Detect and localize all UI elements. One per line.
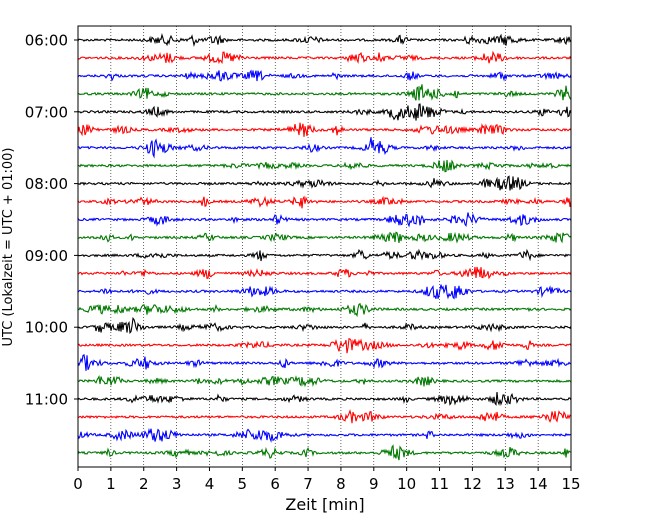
seismogram-trace [77, 427, 572, 443]
x-axis-ticks: 0 1 2 3 4 5 6 7 8 9 10 11 12 13 14 15 [73, 467, 581, 493]
seismogram-trace [77, 375, 572, 388]
traces [77, 32, 572, 461]
x-tick-label: 10 [397, 475, 416, 493]
seismogram-trace [77, 50, 572, 65]
seismogram-trace [77, 248, 572, 262]
y-tick-label: 09:00 [25, 247, 68, 265]
seismogram-trace [77, 32, 572, 48]
seismogram-trace [77, 175, 572, 191]
seismogram-trace [77, 231, 572, 244]
x-tick-label: 1 [106, 475, 116, 493]
seismogram-trace [77, 409, 572, 424]
x-tick-label: 15 [561, 475, 580, 493]
x-tick-label: 2 [139, 475, 149, 493]
y-tick-label: 06:00 [25, 32, 68, 50]
seismogram-trace [77, 338, 572, 354]
seismogram-trace [77, 444, 572, 461]
x-tick-label: 14 [529, 475, 548, 493]
x-tick-label: 7 [303, 475, 313, 493]
seismogram-trace [77, 69, 572, 82]
seismogram-trace [77, 103, 572, 121]
x-tick-label: 8 [336, 475, 346, 493]
seismogram-trace [77, 266, 572, 280]
seismogram-trace [77, 302, 572, 318]
y-tick-label: 08:00 [25, 175, 68, 193]
x-tick-label: 6 [270, 475, 280, 493]
x-tick-label: 4 [205, 475, 215, 493]
seismogram-trace [77, 212, 572, 228]
grid-lines [110, 26, 539, 467]
seismogram-trace [77, 354, 572, 371]
x-tick-label: 12 [463, 475, 482, 493]
seismogram-trace [77, 122, 572, 137]
x-tick-label: 5 [238, 475, 248, 493]
x-tick-label: 3 [172, 475, 182, 493]
seismogram-trace [77, 159, 572, 173]
y-tick-label: 07:00 [25, 103, 68, 121]
y-tick-label: 10:00 [25, 319, 68, 337]
seismogram-trace [77, 391, 572, 407]
seismogram-trace [77, 195, 572, 209]
plot-frame [77, 25, 572, 468]
x-tick-label: 9 [369, 475, 379, 493]
seismogram-trace [77, 284, 572, 300]
x-tick-label: 0 [73, 475, 83, 493]
y-tick-label: 11:00 [25, 391, 68, 409]
x-tick-label: 11 [430, 475, 449, 493]
x-tick-label: 13 [496, 475, 515, 493]
x-axis-label: Zeit [min] [285, 495, 364, 514]
seismogram-trace [77, 316, 572, 335]
y-axis-label: UTC (Lokalzeit = UTC + 01:00) [1, 148, 16, 347]
y-axis-ticks: 06:00 07:00 08:00 09:00 10:00 11:00 [25, 32, 78, 409]
seismogram-trace [77, 84, 572, 101]
seismogram-trace [77, 137, 572, 159]
